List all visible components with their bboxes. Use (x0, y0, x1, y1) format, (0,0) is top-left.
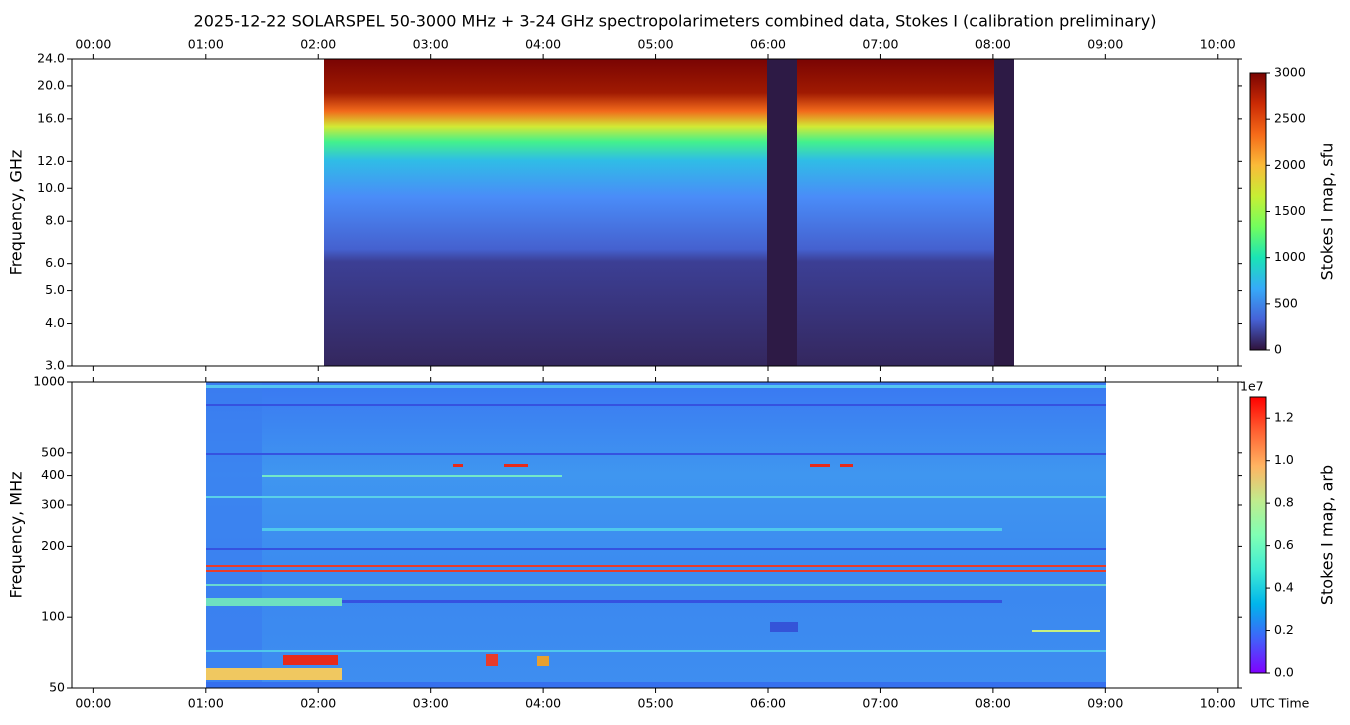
colorbar-tick-label: 1.0 (1274, 452, 1294, 467)
y-axis-label: Frequency, GHz (7, 150, 26, 276)
x-tick-label: 09:00 (1087, 696, 1123, 711)
x-tick-label: 00:00 (75, 37, 111, 52)
axes-frame (71, 58, 1239, 367)
x-tick-label: 01:00 (188, 37, 224, 52)
colorbar-tick-label: 1.2 (1274, 410, 1294, 425)
y-tick-label: 24.0 (37, 51, 65, 66)
y-tick-label: 10.0 (37, 180, 65, 195)
y-tick-label: 8.0 (45, 213, 65, 228)
spectrogram-top-image (324, 59, 1014, 366)
colorbar-tick-label: 0.2 (1274, 622, 1294, 637)
x-tick-label: 03:00 (413, 696, 449, 711)
colorbar (1249, 72, 1267, 351)
y-tick-label: 200 (41, 538, 65, 553)
colorbar-tick-label: 3000 (1274, 65, 1306, 80)
colorbar (1249, 396, 1267, 674)
x-tick-label: 04:00 (525, 696, 561, 711)
x-tick-label: 05:00 (638, 37, 674, 52)
y-tick-label: 20.0 (37, 77, 65, 92)
colorbar-tick-label: 0 (1274, 342, 1282, 357)
y-tick-label: 3.0 (45, 358, 65, 373)
y-tick-label: 16.0 (37, 110, 65, 125)
colorbar-tick-label: 500 (1274, 295, 1298, 310)
y-tick-label: 50 (49, 680, 65, 695)
x-tick-label: 06:00 (750, 37, 786, 52)
colorbar-label: Stokes I map, sfu (1318, 143, 1337, 281)
colorbar-offset: 1e7 (1240, 379, 1264, 394)
x-tick-label: 09:00 (1087, 37, 1123, 52)
y-tick-label: 300 (41, 496, 65, 511)
colorbar-tick-label: 0.4 (1274, 580, 1294, 595)
x-tick-label: 06:00 (750, 696, 786, 711)
colorbar-tick-label: 2000 (1274, 157, 1306, 172)
colorbar-tick-label: 2500 (1274, 111, 1306, 126)
y-tick-label: 100 (41, 609, 65, 624)
colorbar-tick-label: 1000 (1274, 249, 1306, 264)
y-tick-label: 400 (41, 467, 65, 482)
x-tick-label: 02:00 (300, 696, 336, 711)
x-tick-label: 03:00 (413, 37, 449, 52)
x-axis-label: UTC Time (1250, 696, 1310, 711)
y-tick-label: 5.0 (45, 282, 65, 297)
colorbar-tick-label: 1500 (1274, 203, 1306, 218)
axes-frame (71, 381, 1239, 689)
colorbar-tick-label: 0.6 (1274, 537, 1294, 552)
y-tick-label: 500 (41, 444, 65, 459)
x-tick-label: 10:00 (1200, 696, 1236, 711)
x-tick-label: 05:00 (638, 696, 674, 711)
x-tick-label: 07:00 (862, 696, 898, 711)
y-tick-label: 1000 (33, 374, 65, 389)
x-tick-label: 08:00 (975, 37, 1011, 52)
y-axis-label: Frequency, MHz (7, 471, 26, 598)
colorbar-tick-label: 0.8 (1274, 495, 1294, 510)
y-tick-label: 12.0 (37, 153, 65, 168)
y-tick-label: 4.0 (45, 315, 65, 330)
spectrogram-bottom-image (206, 382, 1106, 688)
x-tick-label: 00:00 (75, 696, 111, 711)
colorbar-label: Stokes I map, arb (1318, 465, 1337, 605)
chart-title: 2025-12-22 SOLARSPEL 50-3000 MHz + 3-24 … (194, 12, 1157, 31)
y-tick-label: 6.0 (45, 255, 65, 270)
x-tick-label: 07:00 (862, 37, 898, 52)
x-tick-label: 02:00 (300, 37, 336, 52)
x-tick-label: 08:00 (975, 696, 1011, 711)
x-tick-label: 04:00 (525, 37, 561, 52)
colorbar-tick-label: 0.0 (1274, 665, 1294, 680)
x-tick-label: 01:00 (188, 696, 224, 711)
x-tick-label: 10:00 (1200, 37, 1236, 52)
